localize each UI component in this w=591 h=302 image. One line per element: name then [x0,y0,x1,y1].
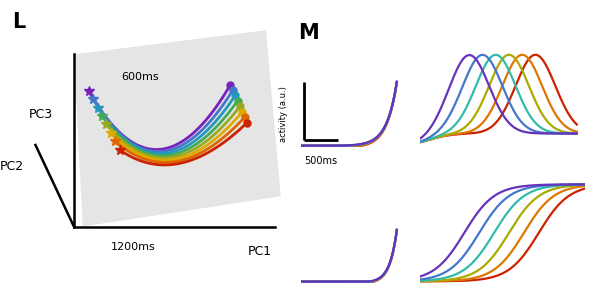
Text: 600ms: 600ms [121,72,159,82]
Text: M: M [298,23,319,43]
Text: PC3: PC3 [29,108,53,121]
Text: 500ms: 500ms [304,156,337,166]
Text: PC1: PC1 [248,245,272,258]
Text: activity (a.u.): activity (a.u.) [279,86,288,142]
Text: PC2: PC2 [0,159,24,173]
Polygon shape [74,30,281,226]
Text: 1200ms: 1200ms [111,242,155,252]
Text: L: L [12,12,25,32]
